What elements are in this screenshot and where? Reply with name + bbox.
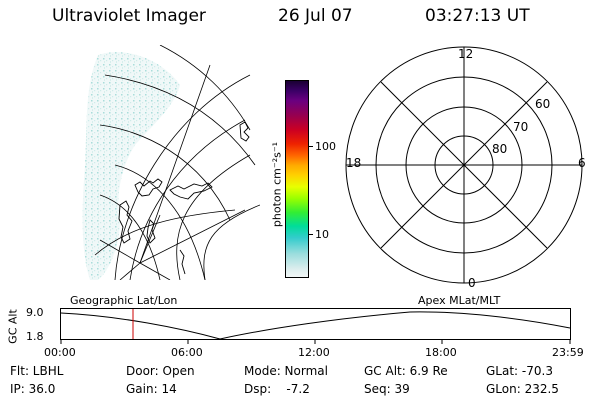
x-tick-0000: 00:00 — [44, 346, 76, 359]
uv-emission-region — [82, 52, 180, 280]
altitude-timeline — [60, 308, 571, 344]
mlt-label-18: 18 — [346, 156, 362, 170]
geographic-caption: Geographic Lat/Lon — [70, 294, 178, 307]
coastline-outlines — [118, 121, 250, 275]
gain-status: Gain: 14 — [126, 382, 177, 396]
colorbar-tick-10 — [308, 234, 313, 235]
mlt-label-6: 6 — [578, 156, 586, 170]
colorbar-tick-label-10: 10 — [315, 228, 329, 241]
colorbar-tick-100 — [308, 146, 313, 147]
colorbar-unit-label: photon cm⁻²s⁻¹ — [270, 141, 284, 228]
y-tick-9: 9.0 — [26, 306, 44, 319]
mlt-label-0: 0 — [468, 276, 476, 290]
ip-status: IP: 36.0 — [10, 382, 56, 396]
header-bar: Ultraviolet Imager 26 Jul 07 03:27:13 UT — [0, 6, 600, 30]
altitude-curve — [60, 311, 571, 340]
glon-status: GLon: 232.5 — [486, 382, 559, 396]
lat-lon-grid — [94, 45, 260, 280]
color-scale-bar — [285, 80, 309, 278]
x-tick-0600: 06:00 — [171, 346, 203, 359]
dsp-status: Dsp: -7.2 — [244, 382, 310, 396]
time-label: 03:27:13 UT — [425, 6, 530, 26]
mlt-label-12: 12 — [458, 47, 474, 61]
door-status: Door: Open — [126, 364, 195, 378]
polar-diagonal-2 — [380, 81, 548, 249]
mlat-label-80: 80 — [492, 142, 508, 156]
timeline-frame — [60, 308, 571, 340]
gc-alt-status: GC Alt: 6.9 Re — [364, 364, 448, 378]
filter-status: Flt: LBHL — [10, 364, 64, 378]
glat-status: GLat: -70.3 — [486, 364, 553, 378]
x-tick-1200: 12:00 — [298, 346, 330, 359]
mlat-label-60: 60 — [535, 97, 551, 111]
gc-alt-axis-label: GC Alt — [6, 309, 20, 344]
date-label: 26 Jul 07 — [278, 6, 353, 26]
instrument-title: Ultraviolet Imager — [52, 6, 206, 26]
seq-status: Seq: 39 — [364, 382, 410, 396]
colorbar-tick-label-100: 100 — [315, 140, 336, 153]
apex-caption: Apex MLat/MLT — [418, 294, 501, 307]
geographic-image-panel — [82, 45, 260, 280]
x-tick-1800: 18:00 — [425, 346, 457, 359]
polar-mlt-plot — [345, 46, 583, 284]
mlat-label-70: 70 — [513, 120, 529, 134]
x-tick-2359: 23:59 — [552, 346, 584, 359]
y-tick-1-8: 1.8 — [26, 330, 44, 343]
mode-status: Mode: Normal — [244, 364, 328, 378]
